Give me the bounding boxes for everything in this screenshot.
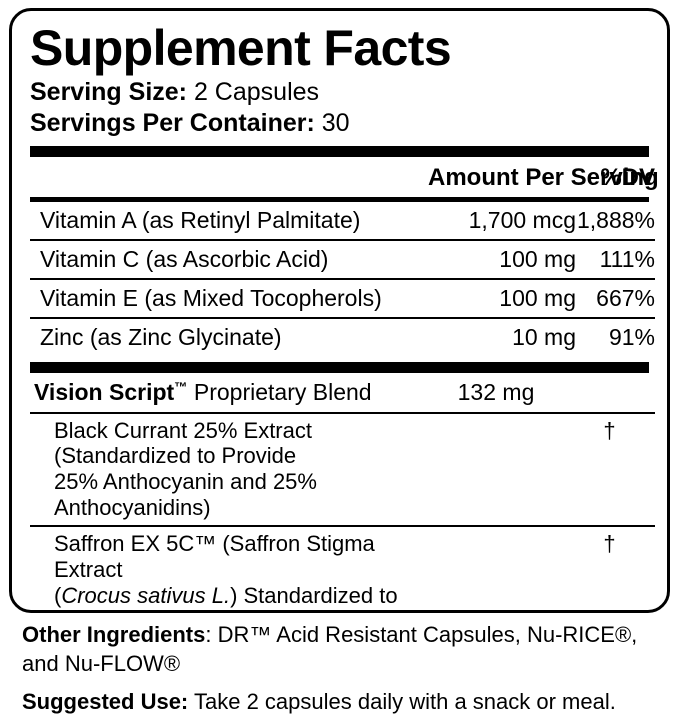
- nutrition-table: Amount Per Serving %DV: [30, 157, 659, 197]
- servings-per-container-label: Servings Per Container:: [30, 109, 315, 138]
- blend-ingredient-line2-post: ) Standardized to 5% Crocins): [54, 583, 398, 610]
- blend-ingredient-line2: 25% Anthocyanin and 25% Anthocyanidins): [54, 469, 317, 521]
- serving-size-label: Serving Size:: [30, 78, 187, 106]
- suggested-use-line: Suggested Use: Take 2 capsules daily wit…: [22, 687, 667, 716]
- other-ingredients-label: Other Ingredients: [22, 622, 206, 647]
- nutrient-amount: 100 mg: [428, 277, 576, 318]
- table-row: Vitamin A (as Retinyl Palmitate) 1,700 m…: [30, 202, 655, 240]
- blend-name-bold: Vision Script: [34, 378, 175, 405]
- servings-per-container-value: 30: [321, 109, 350, 138]
- page-title: Supplement Facts: [30, 20, 452, 76]
- divider-med-under-header: [30, 196, 649, 202]
- servings-per-container-line: Servings Per Container: 30: [30, 108, 649, 139]
- blend-amount: 132 mg: [457, 378, 535, 405]
- blend-ingredient-line1: Saffron EX 5C™ (Saffron Stigma Extract: [54, 531, 375, 583]
- header-amount-per-serving: Amount Per Serving: [428, 163, 659, 191]
- other-ingredients-line: Other Ingredients: DR™ Acid Resistant Ca…: [22, 620, 667, 679]
- suggested-use-value: Take 2 capsules daily with a snack or me…: [188, 688, 616, 714]
- blend-ingredient-latin-name: Crocus sativus L.: [61, 583, 231, 609]
- blend-ingredient-name: Saffron EX 5C™ (Saffron Stigma Extract (C…: [30, 525, 428, 610]
- blend-dv-blank: [576, 373, 655, 413]
- nutrient-name: Zinc (as Zinc Glycinate): [30, 316, 428, 356]
- nutrient-amount: 1,700 mcg: [468, 206, 576, 233]
- blend-ingredient-line2-pre: (: [54, 583, 62, 609]
- table-row: Saffron EX 5C™ (Saffron Stigma Extract (C…: [30, 525, 655, 610]
- blend-ingredient-amount-blank: [428, 525, 576, 610]
- other-ingredients-colon: :: [205, 622, 212, 647]
- table-row: Zinc (as Zinc Glycinate) 10 mg 91%: [30, 316, 655, 356]
- other-ingredients-value-line1: DR™ Acid Resistant Capsules, Nu-RICE®,: [211, 622, 638, 647]
- blend-ingredient-dagger: †: [576, 525, 655, 610]
- nutrient-name: Vitamin A (as Retinyl Palmitate): [40, 206, 361, 233]
- trademark-icon: ™: [174, 378, 188, 394]
- suggested-use-label: Suggested Use:: [22, 688, 189, 714]
- nutrient-dv: 91%: [576, 316, 655, 356]
- table-row: Vitamin C (as Ascorbic Acid) 100 mg 111%: [30, 238, 655, 279]
- nutrient-dv: 1,888%: [576, 206, 655, 233]
- serving-size-line: Serving Size: 2 Capsules: [30, 77, 649, 108]
- blend-ingredient-name: Black Currant 25% Extract (Standardized …: [30, 411, 428, 527]
- nutrient-dv: 111%: [576, 238, 655, 279]
- blend-name: Vision Script™ Proprietary Blend: [30, 373, 428, 413]
- blend-ingredient-line1: Black Currant 25% Extract (Standardized …: [54, 417, 312, 469]
- blend-ingredient-amount-blank: [428, 411, 576, 527]
- nutrient-name: Vitamin E (as Mixed Tocopherols): [30, 277, 428, 318]
- nutrient-amount: 10 mg: [428, 316, 576, 356]
- header-blank: [30, 157, 428, 197]
- outer-text-block: Other Ingredients: DR™ Acid Resistant Ca…: [22, 620, 667, 718]
- other-ingredients-value-line2: and Nu-FLOW®: [22, 651, 181, 677]
- serving-size-value: 2 Capsules: [193, 78, 320, 106]
- nutrient-dv: 667%: [576, 277, 655, 318]
- facts-panel: Supplement Facts Serving Size: 2 Capsule…: [9, 8, 670, 613]
- blend-name-rest: Proprietary Blend: [187, 378, 372, 405]
- nutrient-name: Vitamin C (as Ascorbic Acid): [30, 238, 428, 279]
- table-header-row: Amount Per Serving %DV: [30, 157, 659, 197]
- divider-thick-blend: [30, 361, 649, 373]
- header-percent-dv: %DV: [600, 163, 655, 191]
- table-row: Black Currant 25% Extract (Standardized …: [30, 411, 655, 527]
- blend-table: Vision Script™ Proprietary Blend 132 mg …: [30, 373, 655, 610]
- blend-ingredient-dagger: †: [576, 411, 655, 527]
- blend-header-row: Vision Script™ Proprietary Blend 132 mg: [30, 373, 655, 413]
- divider-thick-top: [30, 145, 649, 157]
- nutrient-amount: 100 mg: [428, 238, 576, 279]
- table-row: Vitamin E (as Mixed Tocopherols) 100 mg …: [30, 277, 655, 318]
- nutrient-rows-table: Vitamin A (as Retinyl Palmitate) 1,700 m…: [30, 202, 655, 356]
